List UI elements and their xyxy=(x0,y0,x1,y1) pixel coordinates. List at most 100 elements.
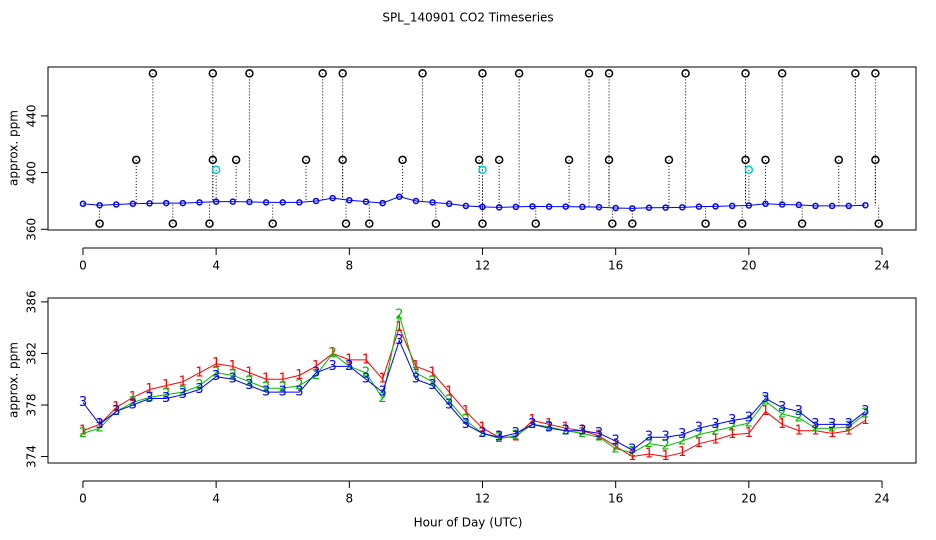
point xyxy=(664,155,674,165)
point-marker: 2 xyxy=(329,346,337,361)
x-tick-label: 24 xyxy=(874,492,889,506)
point-marker: 3 xyxy=(861,404,869,419)
point xyxy=(412,197,420,205)
point-marker: 1 xyxy=(462,404,470,419)
point xyxy=(205,219,214,228)
point-marker: 3 xyxy=(562,423,570,438)
point xyxy=(871,155,880,165)
point xyxy=(834,155,844,165)
point xyxy=(828,202,836,210)
chart-title: SPL_140901 CO2 Timeseries xyxy=(382,11,553,25)
point-marker: 2 xyxy=(295,378,303,393)
point xyxy=(812,202,819,210)
point-marker: 1 xyxy=(678,445,686,460)
point xyxy=(346,196,353,204)
point xyxy=(431,219,441,228)
x-tick-label: 16 xyxy=(608,259,623,273)
point-marker: 3 xyxy=(845,417,853,432)
point-marker: 2 xyxy=(245,374,253,389)
point-marker: 3 xyxy=(95,417,103,432)
point xyxy=(341,219,351,228)
point-marker: 1 xyxy=(628,449,636,464)
point-marker: 2 xyxy=(745,416,753,431)
x-tick-label: 8 xyxy=(345,492,353,506)
point-marker: 2 xyxy=(628,445,636,460)
point-marker: 1 xyxy=(79,423,87,438)
y-tick-label: 400 xyxy=(25,161,39,184)
point-marker: 2 xyxy=(612,441,620,456)
point-marker: 2 xyxy=(711,423,719,438)
point-marker: 3 xyxy=(628,443,636,458)
point xyxy=(245,69,254,78)
point-marker: 1 xyxy=(229,359,237,374)
point-marker: 1 xyxy=(312,359,320,374)
point xyxy=(545,203,553,210)
point-marker: 3 xyxy=(661,430,669,445)
point-marker: 1 xyxy=(811,423,819,438)
point-marker: 3 xyxy=(678,427,686,442)
point-marker: 3 xyxy=(745,410,753,425)
point-marker: 2 xyxy=(395,307,403,322)
point xyxy=(329,194,336,202)
point-marker: 1 xyxy=(112,400,120,415)
point xyxy=(338,69,347,78)
y-tick-label: 360 xyxy=(25,218,39,241)
point-marker: 3 xyxy=(412,372,420,387)
point-marker: 3 xyxy=(345,359,353,374)
point-marker: 2 xyxy=(79,426,87,441)
point xyxy=(737,219,747,228)
point xyxy=(362,198,370,205)
point xyxy=(478,165,487,175)
point-marker: 1 xyxy=(595,428,603,443)
point xyxy=(398,155,407,165)
point-marker: 2 xyxy=(412,365,420,380)
x-tick-label: 24 xyxy=(874,259,889,273)
series-line xyxy=(82,314,866,454)
point xyxy=(279,199,286,206)
point xyxy=(418,69,427,78)
point-marker: 3 xyxy=(778,400,786,415)
point-marker: 3 xyxy=(528,417,536,432)
point xyxy=(429,199,436,206)
point-marker: 1 xyxy=(778,417,786,432)
point-marker: 3 xyxy=(545,421,553,436)
point-marker: 2 xyxy=(362,365,370,380)
point-marker: 2 xyxy=(95,421,103,436)
point xyxy=(95,219,104,228)
point-marker: 3 xyxy=(462,417,470,432)
point-marker: 3 xyxy=(495,430,503,445)
point-marker: 2 xyxy=(145,390,153,405)
point-marker: 3 xyxy=(279,385,287,400)
point xyxy=(845,202,852,210)
point xyxy=(495,204,503,211)
point-marker: 3 xyxy=(129,397,137,412)
point xyxy=(396,193,403,200)
point-marker: 2 xyxy=(695,427,703,442)
point xyxy=(514,69,524,78)
point-marker: 1 xyxy=(645,446,653,461)
point xyxy=(604,155,614,165)
point xyxy=(318,69,327,78)
point-marker: 1 xyxy=(728,427,736,442)
point-marker: 2 xyxy=(262,381,270,396)
point-marker: 3 xyxy=(245,378,253,393)
point xyxy=(797,219,807,228)
point-marker: 2 xyxy=(512,428,520,443)
point-marker: 2 xyxy=(129,395,137,410)
point xyxy=(229,198,237,205)
point-marker: 3 xyxy=(795,404,803,419)
point xyxy=(695,203,703,210)
point-marker: 3 xyxy=(329,359,337,374)
point-marker: 2 xyxy=(279,381,287,396)
point xyxy=(681,69,690,78)
point xyxy=(474,155,484,165)
point-marker: 3 xyxy=(312,365,320,380)
point-marker: 3 xyxy=(195,382,203,397)
point xyxy=(564,155,574,165)
point-marker: 2 xyxy=(728,419,736,434)
point-marker: 3 xyxy=(378,385,386,400)
point-marker: 2 xyxy=(845,419,853,434)
x-tick-label: 12 xyxy=(475,492,490,506)
point xyxy=(268,219,277,228)
point-marker: 2 xyxy=(545,419,553,434)
